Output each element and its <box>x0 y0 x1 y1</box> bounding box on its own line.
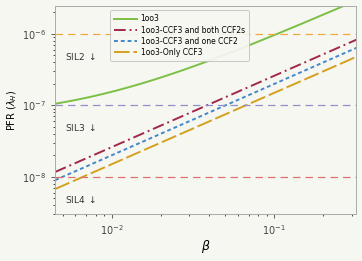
1oo3-CCF3 and one CCF2 <box>53 179 57 182</box>
Text: SIL4 $\downarrow$: SIL4 $\downarrow$ <box>65 194 97 205</box>
1oo3 <box>272 34 276 37</box>
1oo3-CCF3 and both CCF2s <box>243 87 247 90</box>
1oo3 <box>53 102 57 105</box>
X-axis label: $\beta$: $\beta$ <box>201 239 211 256</box>
Line: 1oo3: 1oo3 <box>55 1 357 104</box>
Y-axis label: PFR ($\lambda_H$): PFR ($\lambda_H$) <box>5 89 19 130</box>
1oo3-CCF3 and both CCF2s <box>53 170 57 174</box>
Line: 1oo3-Only CCF3: 1oo3-Only CCF3 <box>55 57 357 189</box>
Legend: 1oo3, 1oo3-CCF3 and both CCF2s, 1oo3-CCF3 and one CCF2, 1oo3-Only CCF3: 1oo3, 1oo3-CCF3 and both CCF2s, 1oo3-CCF… <box>110 10 249 61</box>
1oo3-CCF3 and both CCF2s <box>272 74 276 78</box>
Text: SIL2 $\downarrow$: SIL2 $\downarrow$ <box>65 51 97 62</box>
1oo3 <box>354 0 359 2</box>
1oo3-Only CCF3 <box>172 135 177 138</box>
1oo3-Only CCF3 <box>151 144 155 147</box>
Line: 1oo3-CCF3 and one CCF2: 1oo3-CCF3 and one CCF2 <box>55 48 357 180</box>
1oo3-CCF3 and one CCF2 <box>89 163 93 166</box>
1oo3-CCF3 and both CCF2s <box>89 155 93 158</box>
1oo3 <box>172 72 177 75</box>
Text: SIL3 $\downarrow$: SIL3 $\downarrow$ <box>65 122 97 133</box>
1oo3-Only CCF3 <box>53 187 57 191</box>
1oo3-Only CCF3 <box>270 92 275 95</box>
1oo3-CCF3 and both CCF2s <box>151 127 155 130</box>
1oo3-CCF3 and one CCF2 <box>354 46 359 49</box>
1oo3-Only CCF3 <box>243 104 247 107</box>
1oo3-Only CCF3 <box>272 91 276 94</box>
1oo3 <box>89 95 93 98</box>
1oo3-CCF3 and one CCF2 <box>270 83 275 86</box>
1oo3 <box>243 45 247 49</box>
1oo3-CCF3 and one CCF2 <box>172 126 177 129</box>
1oo3-Only CCF3 <box>354 55 359 58</box>
1oo3 <box>270 34 275 37</box>
1oo3-CCF3 and both CCF2s <box>354 38 359 41</box>
1oo3-CCF3 and both CCF2s <box>172 118 177 121</box>
1oo3-Only CCF3 <box>89 171 93 175</box>
1oo3-CCF3 and one CCF2 <box>151 135 155 139</box>
1oo3-CCF3 and both CCF2s <box>270 75 275 78</box>
1oo3-CCF3 and one CCF2 <box>243 95 247 98</box>
1oo3 <box>151 78 155 81</box>
1oo3-CCF3 and one CCF2 <box>272 82 276 86</box>
Line: 1oo3-CCF3 and both CCF2s: 1oo3-CCF3 and both CCF2s <box>55 40 357 172</box>
